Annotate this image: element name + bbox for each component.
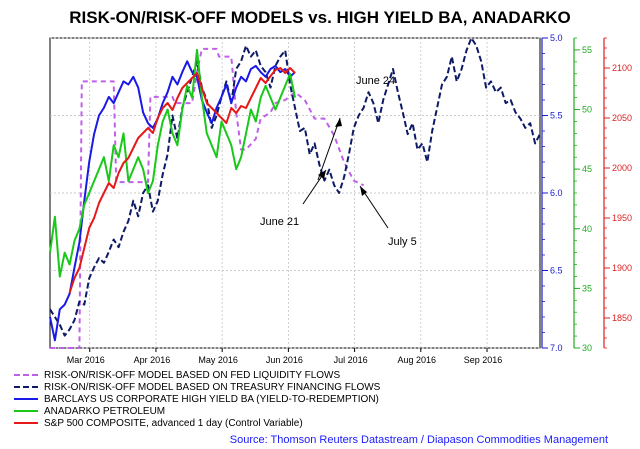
tick-label: 50 (582, 105, 592, 115)
legend-swatch-anadarko (14, 410, 38, 412)
legend-label: ANADARKO PETROLEUM (44, 405, 166, 417)
legend-label: S&P 500 COMPOSITE, advanced 1 day (Contr… (44, 417, 303, 429)
annotation-arrow-june-24 (317, 117, 341, 181)
legend: RISK-ON/RISK-OFF MODEL BASED ON FED LIQU… (14, 369, 380, 429)
annotation-arrowhead-june-24 (335, 118, 342, 127)
source-credit: Source: Thomson Reuters Datastream / Dia… (229, 434, 608, 446)
chart-title: RISK-ON/RISK-OFF MODELS vs. HIGH YIELD B… (69, 8, 571, 27)
series-line-2 (49, 60, 296, 342)
tick-label: 1900 (612, 263, 632, 273)
x-tick-label: Aug 2016 (398, 355, 437, 365)
tick-label: 2000 (612, 163, 632, 173)
y-axis-anadarko: 30 35 40 45 50 55 (573, 37, 592, 353)
tick-label: 1950 (612, 213, 632, 223)
series-line-3 (49, 48, 296, 278)
annotations: June 24 June 21 July 5 (260, 75, 417, 248)
series-lines (49, 37, 541, 349)
legend-swatch-barclays-ba (14, 398, 38, 400)
x-tick-label: May 2016 (198, 355, 238, 365)
legend-label: RISK-ON/RISK-OFF MODEL BASED ON FED LIQU… (44, 369, 341, 381)
tick-label: 45 (582, 164, 592, 174)
tick-label: 6.0 (550, 188, 563, 198)
x-axis: Mar 2016 Apr 2016 May 2016 Jun 2016 Jul 2016… (67, 348, 503, 365)
y-axis-yield: 5.0 5.5 6.0 6.5 7.0 (541, 33, 563, 353)
annotation-june-21: June 21 (260, 216, 299, 228)
tick-label: 7.0 (550, 343, 563, 353)
series-line-0 (50, 47, 365, 349)
legend-item: ANADARKO PETROLEUM (14, 405, 380, 417)
y-axis-sp500: 1850 1900 1950 2000 2050 2100 (603, 37, 632, 349)
grid (50, 37, 540, 349)
tick-label: 1850 (612, 313, 632, 323)
tick-label: 35 (582, 283, 592, 293)
tick-label: 30 (582, 343, 592, 353)
legend-item: S&P 500 COMPOSITE, advanced 1 day (Contr… (14, 417, 380, 429)
tick-label: 5.0 (550, 33, 563, 43)
legend-swatch-treasury-flows (14, 386, 38, 388)
series-line-1 (49, 37, 541, 337)
tick-label: 40 (582, 224, 592, 234)
x-tick-label: Sep 2016 (464, 355, 503, 365)
legend-item: RISK-ON/RISK-OFF MODEL BASED ON TREASURY… (14, 381, 380, 393)
legend-swatch-sp500 (14, 422, 38, 424)
x-tick-label: Jun 2016 (266, 355, 303, 365)
legend-item: BARCLAYS US CORPORATE HIGH YIELD BA (YIE… (14, 393, 380, 405)
x-tick-label: Apr 2016 (134, 355, 171, 365)
legend-label: BARCLAYS US CORPORATE HIGH YIELD BA (YIE… (44, 393, 379, 405)
tick-label: 55 (582, 45, 592, 55)
tick-label: 6.5 (550, 266, 563, 276)
x-tick-label: Mar 2016 (67, 355, 105, 365)
annotation-arrowhead-july-5 (360, 186, 367, 196)
legend-item: RISK-ON/RISK-OFF MODEL BASED ON FED LIQU… (14, 369, 380, 381)
x-tick-label: Jul 2016 (334, 355, 368, 365)
annotation-arrowhead-june-21 (318, 170, 326, 179)
legend-swatch-fed-liquidity (14, 374, 38, 376)
annotation-july-5: July 5 (388, 236, 417, 248)
series-line-4 (68, 67, 296, 294)
tick-label: 5.5 (550, 111, 563, 121)
legend-label: RISK-ON/RISK-OFF MODEL BASED ON TREASURY… (44, 381, 381, 393)
tick-label: 2050 (612, 113, 632, 123)
annotation-june-24: June 24 (356, 75, 395, 87)
tick-label: 2100 (612, 63, 632, 73)
